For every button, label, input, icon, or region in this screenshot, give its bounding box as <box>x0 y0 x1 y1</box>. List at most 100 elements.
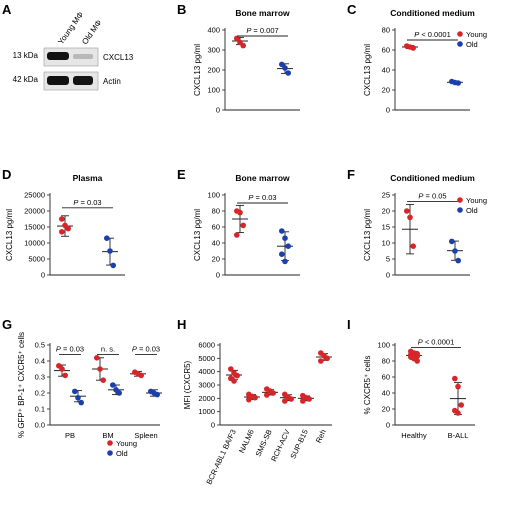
y-axis-label: CXCL13 pg/ml <box>5 209 14 261</box>
data-point <box>279 61 285 68</box>
y-axis-label: CXCL13 pg/ml <box>363 209 372 261</box>
y-tick-label: 15000 <box>24 223 45 232</box>
x-category-label: B-ALL <box>448 431 469 440</box>
y-tick-label: 0.5 <box>35 341 45 350</box>
y-tick-label: 40 <box>382 66 390 75</box>
data-point <box>282 398 288 404</box>
legend-marker <box>457 41 463 47</box>
y-tick-label: 10 <box>382 239 390 248</box>
data-point <box>110 382 116 388</box>
data-point <box>279 228 285 234</box>
legend-marker <box>457 31 463 37</box>
group-young <box>130 369 146 379</box>
data-point <box>59 366 65 372</box>
data-point <box>282 235 288 241</box>
panel-label-h: H <box>177 317 186 332</box>
y-tick-label: 2000 <box>198 394 215 403</box>
y-tick-label: 20 <box>382 405 390 414</box>
legend-label: Old <box>116 449 128 458</box>
x-category-label: Healthy <box>401 431 427 440</box>
y-tick-label: 0 <box>216 106 220 115</box>
x-category-label: SUP-B15 <box>288 428 309 460</box>
data-point <box>252 394 258 401</box>
data-point <box>449 238 455 245</box>
y-tick-label: 0 <box>211 421 215 430</box>
data-point <box>306 396 313 402</box>
panel-label-d: D <box>2 167 11 182</box>
y-tick-label: 0 <box>386 271 390 280</box>
panel-title-b: Bone marrow <box>235 8 290 18</box>
group-old <box>70 388 86 406</box>
panel-label-g: G <box>2 317 12 332</box>
group-young <box>402 204 418 255</box>
y-tick-label: 0 <box>216 271 220 280</box>
data-point <box>237 209 243 216</box>
panel-f-chart: F Conditioned medium 0 5 10 15 20 25 CXCL13 pg/m… <box>347 167 487 280</box>
band-label-actin: Actin <box>103 77 121 86</box>
data-point <box>455 257 462 264</box>
y-tick-label: 60 <box>382 373 390 382</box>
panel-title-f: Conditioned medium <box>390 173 475 183</box>
panel-label-b: B <box>177 2 186 17</box>
data-point <box>318 358 324 364</box>
data-point <box>285 70 292 76</box>
data-point <box>414 358 421 364</box>
data-point <box>455 410 461 416</box>
y-axis-label: % GFP⁺ BP-1⁺ CXCR5⁺ cells <box>17 332 26 438</box>
y-tick-label: 0.0 <box>35 421 45 430</box>
group-old <box>108 382 124 396</box>
x-category-label: BCR-ABL1 BA/F3 <box>204 428 237 486</box>
panel-g-chart: G 0.0 0.1 0.2 0.3 0.4 0.5 % GFP⁺ BP-1⁺ CXCR5⁺ c… <box>2 317 162 458</box>
group-nalm6 <box>244 391 260 403</box>
data-point <box>234 372 240 379</box>
data-point <box>110 262 116 269</box>
data-point <box>410 243 417 249</box>
group-young <box>57 215 73 237</box>
x-category-label: PB <box>65 431 75 440</box>
data-point <box>324 355 331 362</box>
data-point <box>65 225 71 232</box>
significance-label: P = 0.05 <box>418 191 446 200</box>
data-point <box>240 222 246 229</box>
y-tick-label: 25000 <box>24 191 45 200</box>
panel-c-chart: C Conditioned medium 0 20 40 60 80 CXCL13 pg/ml… <box>347 2 487 115</box>
panel-title-c: Conditioned medium <box>390 8 475 18</box>
data-point <box>404 208 410 214</box>
group-young <box>232 35 248 49</box>
y-tick-label: 0.1 <box>35 405 45 414</box>
legend-marker <box>107 450 113 456</box>
legend-label: Old <box>466 40 478 49</box>
group-young <box>92 355 108 384</box>
y-tick-label: 4000 <box>198 367 215 376</box>
data-point <box>116 390 122 396</box>
y-tick-label: 60 <box>382 46 390 55</box>
data-point <box>75 395 81 401</box>
y-axis-label: MFI (CXCR5) <box>183 360 192 409</box>
y-axis-label: CXCL13 pg/ml <box>193 209 202 261</box>
panel-title-e: Bone marrow <box>235 173 290 183</box>
legend-label: Young <box>116 439 137 448</box>
significance-label: P = 0.03 <box>56 345 84 354</box>
y-axis-label: CXCL13 pg/ml <box>363 44 372 96</box>
group-old <box>447 238 463 264</box>
data-point <box>410 45 417 51</box>
legend-label: Young <box>466 196 487 205</box>
data-point <box>282 258 288 265</box>
group-reh <box>316 350 332 364</box>
significance-label: P = 0.03 <box>248 193 276 202</box>
data-point <box>234 35 240 42</box>
y-tick-label: 0 <box>41 271 45 280</box>
panel-i-chart: I 0 20 40 60 80 100 % CXCR5⁺ cells Healthy B-ALL P… <box>347 317 475 440</box>
data-point <box>288 396 295 402</box>
y-tick-label: 40 <box>382 389 390 398</box>
y-tick-label: 60 <box>212 223 220 232</box>
y-tick-label: 1000 <box>198 407 215 416</box>
data-point <box>104 235 110 241</box>
data-point <box>300 398 306 404</box>
band-cxcl13-old <box>73 54 93 59</box>
group-old <box>447 78 463 86</box>
data-point <box>270 390 277 396</box>
y-tick-label: 5000 <box>198 354 215 363</box>
x-category-label: NALM6 <box>237 428 256 454</box>
y-tick-label: 200 <box>207 66 220 75</box>
